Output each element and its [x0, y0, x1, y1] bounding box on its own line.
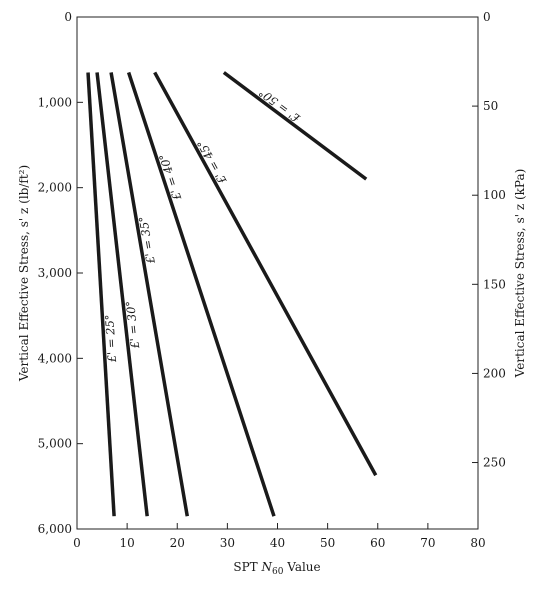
- x-axis-title-prefix: SPT: [233, 560, 261, 574]
- x-tick-label: 80: [470, 536, 485, 550]
- y2-tick-label: 150: [483, 277, 506, 291]
- x-tick-label: 0: [73, 536, 81, 550]
- y-tick-label: 1,000: [38, 95, 72, 109]
- y-axis-left: 0 1,000 2,000 3,000 4,000 5,000 6,000: [38, 10, 83, 536]
- x-axis-title-sub: 60: [272, 567, 284, 577]
- series-label: £' = 35°: [136, 215, 158, 265]
- y-axis-right: 0 50 100 150 200 250: [472, 10, 506, 470]
- x-tick-label: 30: [220, 536, 235, 550]
- y2-tick-label: 100: [483, 188, 506, 202]
- series-labels: £' = 25° £' = 30°£' = 35°£' = 40° £' = 45°…: [102, 85, 303, 363]
- y-axis-title: Vertical Effective Stress, s' z (lb/ft²): [17, 165, 31, 382]
- series-label: £' = 25°: [102, 314, 119, 364]
- series-line: [126, 71, 276, 517]
- series-line: [86, 72, 116, 517]
- y2-tick-label: 0: [483, 10, 491, 24]
- x-axis: 0 10 20 30 40 50 60 70 80: [73, 523, 486, 550]
- series-label: £' = 40°: [156, 152, 184, 203]
- y2-tick-label: 50: [483, 99, 498, 113]
- y-tick-label: 6,000: [38, 522, 72, 536]
- x-tick-label: 40: [270, 536, 285, 550]
- series-label: £' = 30°: [123, 300, 142, 350]
- y2-axis-title: Vertical Effective Stress, s' z (kPa): [513, 169, 527, 379]
- y-tick-label: 4,000: [38, 351, 72, 365]
- series-line: [222, 71, 368, 181]
- x-axis-title-suffix: Value: [283, 560, 320, 574]
- series-label: £' = 50°: [256, 85, 303, 125]
- series-lines: [86, 71, 378, 517]
- y-tick-label: 0: [64, 10, 72, 24]
- y2-tick-label: 200: [483, 366, 506, 380]
- x-tick-label: 50: [320, 536, 335, 550]
- y-tick-label: 3,000: [38, 266, 72, 280]
- y-tick-label: 2,000: [38, 181, 72, 195]
- y2-tick-label: 250: [483, 456, 506, 470]
- series-line: [95, 72, 149, 517]
- x-tick-label: 60: [370, 536, 385, 550]
- x-axis-title-var: N: [260, 560, 272, 574]
- series-line: [109, 72, 189, 517]
- x-tick-label: 10: [119, 536, 134, 550]
- y-tick-label: 5,000: [38, 437, 72, 451]
- x-tick-label: 70: [420, 536, 435, 550]
- x-tick-label: 20: [170, 536, 185, 550]
- x-axis-title: SPT N60 Value: [233, 560, 320, 577]
- series-line: [153, 71, 378, 477]
